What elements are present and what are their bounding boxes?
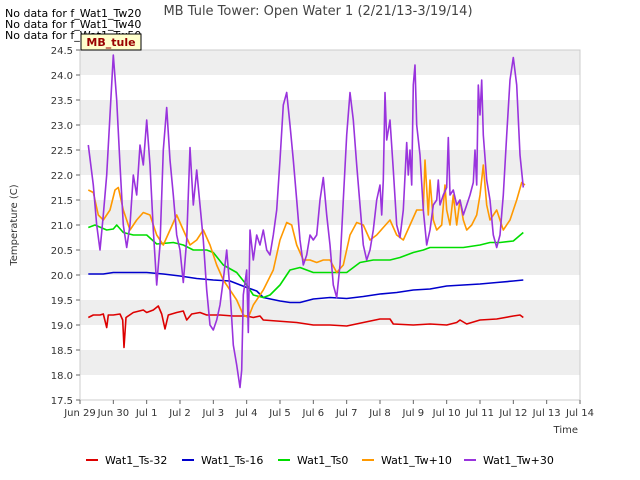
grid-band <box>80 200 580 225</box>
y-tick-label: 19.0 <box>51 321 73 332</box>
site-label-box: MB_tule <box>80 33 142 51</box>
grid-band <box>80 100 580 125</box>
series-line-wat1-ts0 <box>88 224 524 299</box>
y-tick-label: 22.0 <box>51 171 73 182</box>
no-data-note-1: No data for f_Wat1_Tw20 <box>5 7 142 20</box>
chart-title: MB Tule Tower: Open Water 1 (2/21/13-3/1… <box>163 4 472 19</box>
x-tick-label: Jul 14 <box>565 408 594 419</box>
legend-label: Wat1_Ts-16 <box>201 454 263 467</box>
y-axis-label: Temperature (C) <box>9 184 20 266</box>
y-tick-label: 18.0 <box>51 371 73 382</box>
x-tick-label: Jul 4 <box>235 408 258 419</box>
series-line-wat1-ts-32 <box>87 305 524 349</box>
no-data-note-2: No data for f_Wat1_Tw40 <box>5 18 142 31</box>
x-axis: Jun 29 Jun 30 Jul 1 Jul 2 Jul 3 Jul 4 Jul 5 Jul… <box>63 400 594 419</box>
series-layer <box>87 54 526 389</box>
x-tick-label: Jul 9 <box>402 408 425 419</box>
series-line-wat1-ts-16 <box>88 271 524 304</box>
grid-band <box>80 350 580 375</box>
series-line-wat1-tw-10 <box>87 159 526 319</box>
x-tick-label: Jul 1 <box>135 408 158 419</box>
x-tick-label: Jul 10 <box>432 408 461 419</box>
legend-label: Wat1_Tw+10 <box>381 454 452 467</box>
site-label: MB_tule <box>86 36 135 49</box>
x-tick-label: Jul 12 <box>498 408 527 419</box>
y-tick-label: 23.5 <box>51 96 73 107</box>
y-tick-label: 20.5 <box>51 246 73 257</box>
legend-label: Wat1_Tw+30 <box>483 454 554 467</box>
x-tick-label: Jun 29 <box>63 408 96 419</box>
y-tick-label: 17.5 <box>51 396 73 407</box>
y-tick-label: 18.5 <box>51 346 73 357</box>
x-tick-label: Jul 3 <box>202 408 225 419</box>
x-tick-label: Jul 7 <box>335 408 358 419</box>
y-tick-label: 21.5 <box>51 196 73 207</box>
y-tick-label: 22.5 <box>51 146 73 157</box>
grid-bands <box>80 50 580 375</box>
legend-label: Wat1_Ts0 <box>297 454 348 467</box>
x-tick-label: Jul 13 <box>532 408 561 419</box>
y-tick-label: 19.5 <box>51 296 73 307</box>
series-line-wat1-tw-30 <box>87 54 525 389</box>
y-axis: 17.5 18.0 18.5 19.0 19.5 20.0 20.5 21.0 21.5 22.0… <box>51 46 80 407</box>
y-tick-label: 23.0 <box>51 121 73 132</box>
legend-label: Wat1_Ts-32 <box>105 454 167 467</box>
x-tick-label: Jul 6 <box>302 408 325 419</box>
legend: Wat1_Ts-32 Wat1_Ts-16 Wat1_Ts0 Wat1_Tw+10 Wa… <box>86 454 554 467</box>
x-tick-label: Jul 8 <box>368 408 391 419</box>
x-tick-label: Jul 11 <box>465 408 494 419</box>
x-tick-label: Jul 5 <box>268 408 291 419</box>
y-tick-label: 21.0 <box>51 221 73 232</box>
y-tick-label: 24.5 <box>51 46 73 57</box>
grid-band <box>80 300 580 325</box>
grid-band <box>80 50 580 75</box>
x-axis-label: Time <box>553 425 578 436</box>
y-tick-label: 20.0 <box>51 271 73 282</box>
x-tick-label: Jul 2 <box>168 408 191 419</box>
y-tick-label: 24.0 <box>51 71 73 82</box>
x-tick-label: Jun 30 <box>97 408 130 419</box>
